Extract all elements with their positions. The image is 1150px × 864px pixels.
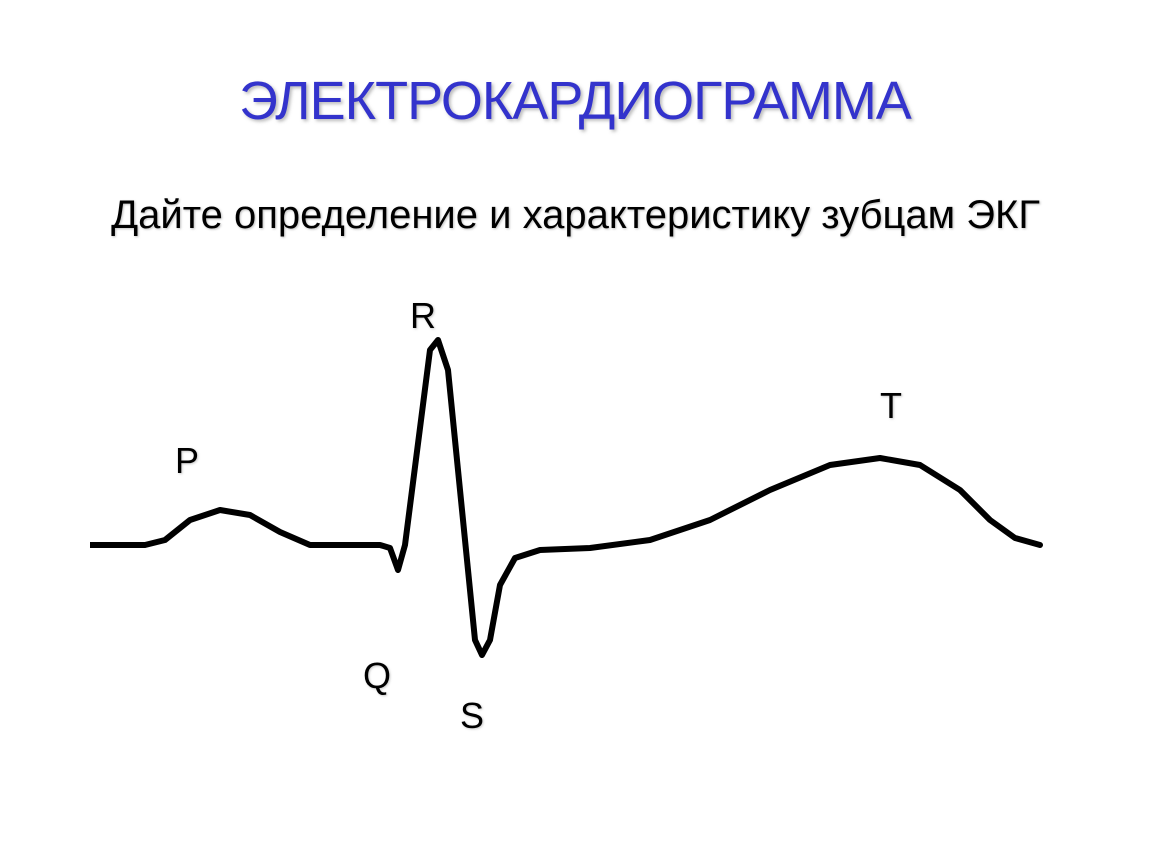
ecg-diagram: P Q R S T [90,310,1050,760]
label-r: R [410,295,436,337]
page-title: ЭЛЕКТРОКАРДИОГРАММА [0,70,1150,132]
ecg-waveform [90,310,1050,760]
label-s: S [460,695,484,737]
label-p: P [175,440,199,482]
page-subtitle: Дайте определение и характеристику зубца… [0,190,1150,240]
label-q: Q [363,655,391,697]
label-t: T [880,385,902,427]
